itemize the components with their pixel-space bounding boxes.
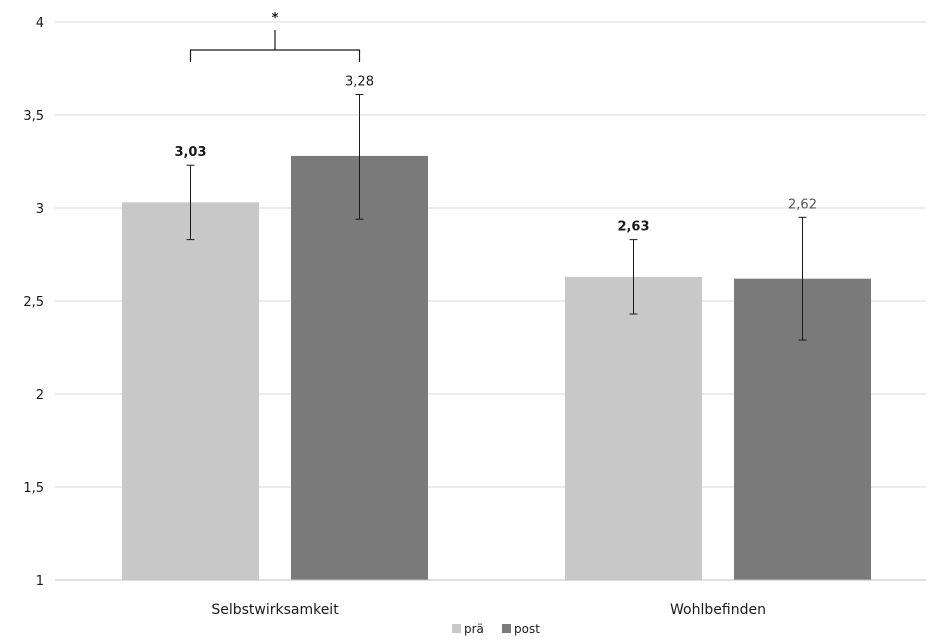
bar-prä-Wohlbefinden (565, 276, 702, 580)
data-label: 2,62 (788, 197, 817, 212)
significance-marker: * (272, 11, 279, 26)
legend-label-post: post (514, 622, 540, 636)
legend-swatch-post (502, 624, 511, 633)
significance-bracket: * (189, 11, 361, 62)
y-tick-label: 1,5 (23, 481, 44, 496)
bars (122, 155, 871, 581)
data-label: 3,28 (345, 75, 374, 90)
bracket-line (189, 49, 361, 62)
legend: prä post (452, 622, 540, 636)
bar-post-Selbstwirksamkeit (291, 155, 428, 581)
y-tick-label: 3,5 (23, 109, 44, 124)
y-tick-label: 4 (36, 16, 44, 31)
y-tick-label: 3 (36, 202, 44, 217)
legend-swatch-prä (452, 624, 461, 633)
y-axis-tick-labels: 1 1,5 2 2,5 3 3,5 4 (23, 16, 44, 589)
x-category-label: Selbstwirksamkeit (211, 602, 339, 618)
data-label: 3,03 (174, 145, 206, 160)
y-tick-label: 1 (36, 574, 44, 589)
x-axis-category-labels: Selbstwirksamkeit Wohlbefinden (211, 602, 766, 618)
bar-prä-Selbstwirksamkeit (122, 202, 259, 581)
legend-label-prä: prä (464, 622, 484, 636)
y-tick-label: 2 (36, 388, 44, 403)
error-bars (186, 94, 807, 341)
x-category-label: Wohlbefinden (670, 602, 766, 618)
data-label: 2,63 (617, 220, 649, 235)
y-tick-label: 2,5 (23, 295, 44, 310)
data-labels: 3,03 3,28 2,63 2,62 (174, 75, 817, 235)
